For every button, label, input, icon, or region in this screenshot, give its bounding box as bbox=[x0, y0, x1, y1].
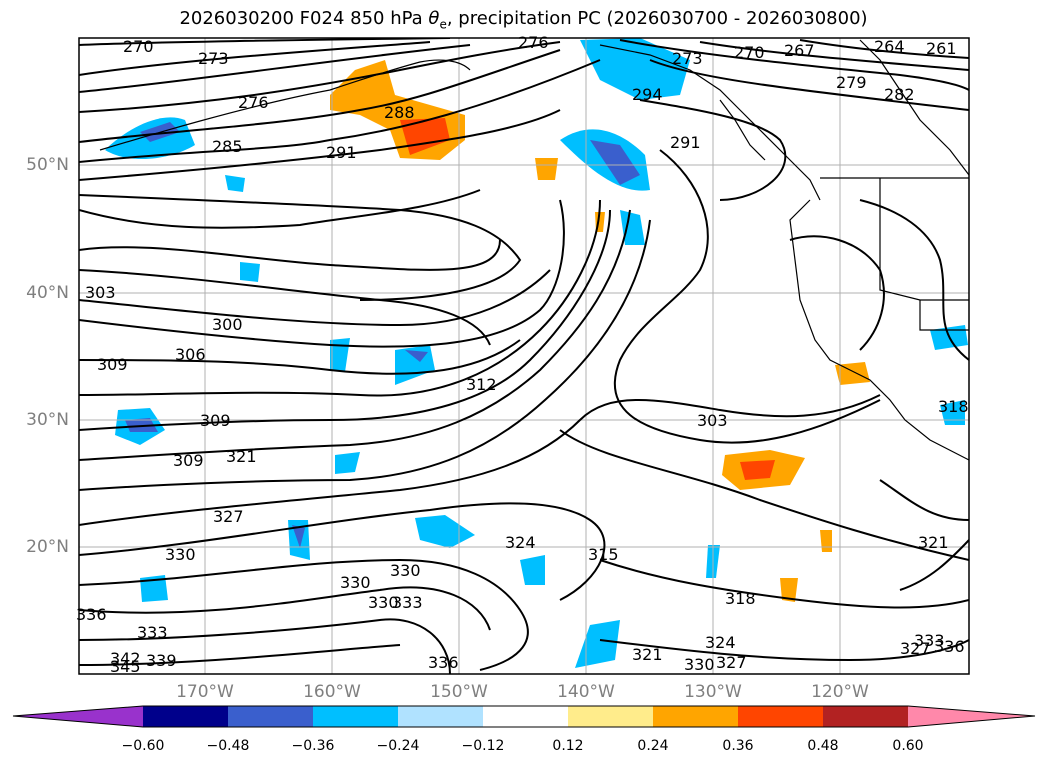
colorbar bbox=[12, 705, 1036, 728]
map-title: 2026030200 F024 850 hPa θe, precipitatio… bbox=[179, 8, 868, 32]
colorbar-swatch bbox=[143, 706, 228, 727]
lat-label-40n: 40°N bbox=[26, 283, 69, 303]
colorbar-tick: 0.24 bbox=[637, 738, 669, 754]
contour-label: 318 bbox=[725, 589, 756, 608]
precip-positive-shading bbox=[330, 60, 870, 602]
contour-label: 273 bbox=[672, 49, 703, 68]
contour-label: 321 bbox=[918, 533, 949, 552]
colorbar-swatch bbox=[653, 706, 738, 727]
contour-label: 336 bbox=[934, 637, 965, 656]
contour-label: 342 bbox=[110, 649, 141, 668]
colorbar-tick: 0.48 bbox=[807, 738, 839, 754]
colorbar-swatch bbox=[13, 706, 143, 727]
contour-label: 330 bbox=[165, 545, 196, 564]
contour-label: 330 bbox=[390, 561, 421, 580]
contour-label: 327 bbox=[213, 507, 244, 526]
lon-label-120w: 120°W bbox=[811, 682, 869, 702]
contour-label: 270 bbox=[734, 43, 765, 62]
colorbar-tick: −0.36 bbox=[291, 738, 335, 754]
colorbar-swatch bbox=[483, 706, 568, 727]
contour-label: 273 bbox=[198, 49, 229, 68]
graticule bbox=[79, 38, 969, 674]
contour-labels: 270 273 276 276 270 267 264 261 279 282 … bbox=[76, 33, 969, 676]
contour-label: 306 bbox=[175, 345, 206, 364]
colorbar-tick: −0.60 bbox=[121, 738, 165, 754]
contour-label: 309 bbox=[97, 355, 128, 374]
contour-label: 324 bbox=[705, 633, 736, 652]
contour-label: 333 bbox=[137, 623, 168, 642]
contour-label: 267 bbox=[784, 41, 815, 60]
colorbar-swatch bbox=[908, 706, 1035, 727]
lat-label-50n: 50°N bbox=[26, 155, 69, 175]
lon-label-150w: 150°W bbox=[430, 682, 488, 702]
contour-label: 270 bbox=[123, 37, 154, 56]
contour-label: 309 bbox=[173, 451, 204, 470]
contour-label: 327 bbox=[900, 639, 931, 658]
contour-label: 264 bbox=[874, 37, 905, 56]
contour-label: 276 bbox=[238, 93, 269, 112]
lon-label-140w: 140°W bbox=[557, 682, 615, 702]
contour-label: 315 bbox=[588, 545, 619, 564]
contour-label: 321 bbox=[632, 645, 663, 664]
lat-label-30n: 30°N bbox=[26, 410, 69, 430]
contour-label: 333 bbox=[914, 631, 945, 650]
map-frame bbox=[78, 37, 970, 675]
coastlines bbox=[99, 39, 969, 461]
contour-label: 276 bbox=[518, 33, 549, 52]
contour-label: 321 bbox=[226, 447, 257, 466]
contour-label: 327 bbox=[716, 653, 747, 672]
contour-label: 303 bbox=[697, 411, 728, 430]
contour-label: 318 bbox=[938, 397, 969, 416]
contour-label: 333 bbox=[392, 593, 423, 612]
contour-label: 294 bbox=[632, 85, 663, 104]
contour-label: 288 bbox=[384, 103, 415, 122]
contour-label: 345 bbox=[110, 657, 141, 676]
colorbar-swatch bbox=[313, 706, 398, 727]
contour-label: 330 bbox=[340, 573, 371, 592]
lon-label-160w: 160°W bbox=[303, 682, 361, 702]
contour-label: 336 bbox=[428, 653, 459, 672]
contour-label: 291 bbox=[670, 133, 701, 152]
colorbar-swatch bbox=[823, 706, 908, 727]
contour-label: 330 bbox=[368, 593, 399, 612]
contour-label: 309 bbox=[200, 411, 231, 430]
contour-label: 300 bbox=[212, 315, 243, 334]
colorbar-tick: −0.48 bbox=[206, 738, 250, 754]
lon-label-130w: 130°W bbox=[684, 682, 742, 702]
contour-label: 303 bbox=[85, 283, 116, 302]
colorbar-tick: 0.60 bbox=[892, 738, 924, 754]
colorbar-tick: 0.12 bbox=[552, 738, 584, 754]
lon-label-170w: 170°W bbox=[176, 682, 234, 702]
contour-label: 279 bbox=[836, 73, 867, 92]
colorbar-swatch bbox=[738, 706, 823, 727]
colorbar-tick: 0.36 bbox=[722, 738, 754, 754]
contour-label: 324 bbox=[505, 533, 536, 552]
contour-label: 312 bbox=[466, 375, 497, 394]
contour-label: 336 bbox=[76, 605, 107, 624]
colorbar-tick: −0.24 bbox=[376, 738, 420, 754]
contour-label: 330 bbox=[684, 655, 715, 674]
colorbar-swatch bbox=[228, 706, 313, 727]
contour-label: 291 bbox=[326, 143, 357, 162]
colorbar-swatch bbox=[398, 706, 483, 727]
contour-label: 282 bbox=[884, 85, 915, 104]
contour-label: 261 bbox=[926, 39, 957, 58]
theta-e-contours bbox=[79, 38, 969, 674]
colorbar-tick: −0.12 bbox=[461, 738, 505, 754]
lat-label-20n: 20°N bbox=[26, 537, 69, 557]
colorbar-swatch bbox=[568, 706, 653, 727]
contour-label: 285 bbox=[212, 137, 243, 156]
contour-label: 339 bbox=[146, 651, 177, 670]
